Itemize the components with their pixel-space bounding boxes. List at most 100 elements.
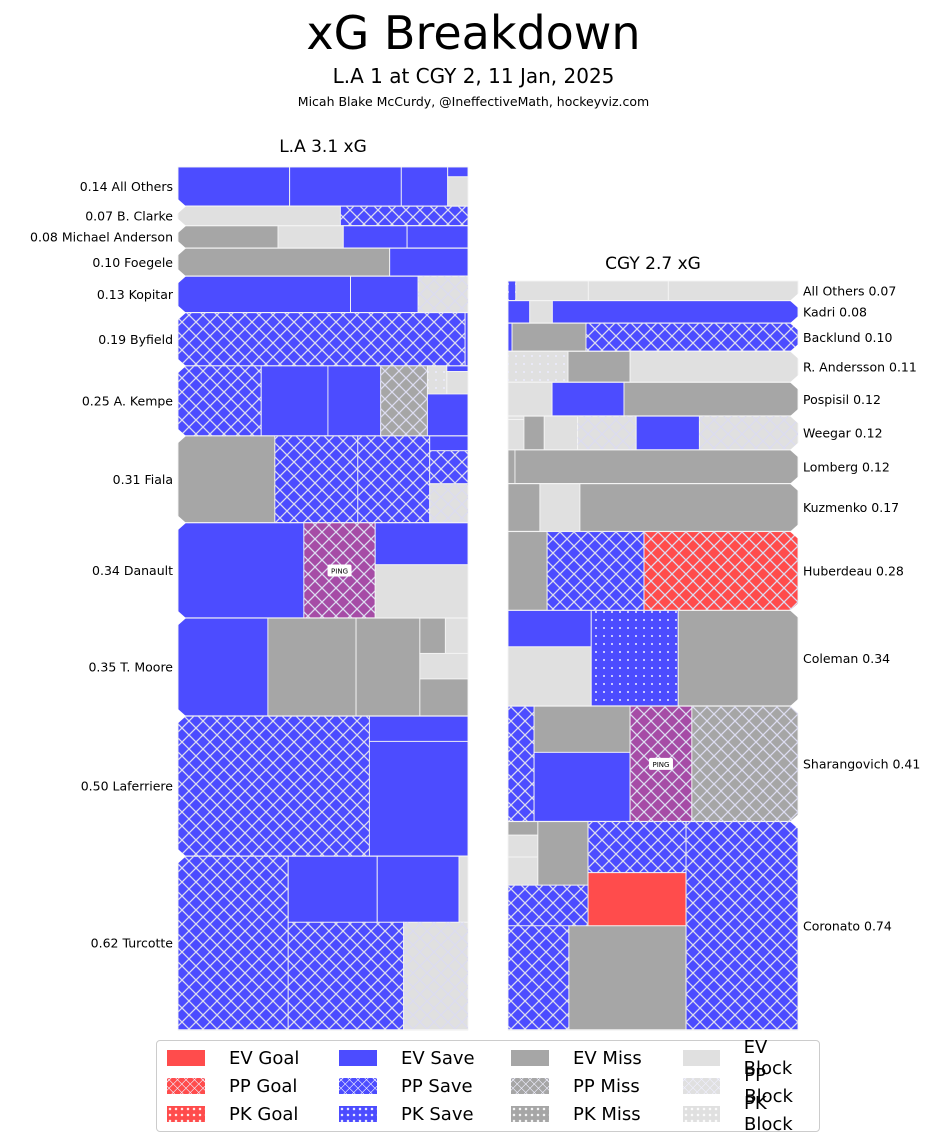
shot-tile (533, 751, 631, 823)
player-label: 0.07 B. Clarke (85, 209, 173, 224)
pp-hatch (178, 365, 262, 436)
shot-tile (327, 365, 382, 437)
chart-title: xG Breakdown (306, 6, 641, 60)
shot-tile (529, 300, 553, 324)
pp-hatch (178, 716, 370, 857)
shot-tile (446, 371, 469, 395)
shot-tile (507, 381, 553, 417)
pk-dots (508, 351, 569, 383)
player-label: Huberdeau 0.28 (803, 564, 904, 579)
legend-label: EV Goal (229, 1047, 300, 1069)
pp-hatch (380, 365, 428, 436)
pp-hatch (178, 856, 289, 1030)
shot-tile (277, 225, 344, 249)
pp-hatch (418, 276, 468, 313)
shot-tile (551, 300, 799, 324)
pp-hatch (274, 435, 358, 523)
shot-tile (507, 415, 525, 420)
player-row: All Others 0.07 (507, 280, 896, 302)
shot-tile (419, 678, 469, 717)
row-notch (177, 240, 186, 257)
player-label: 0.13 Kopitar (97, 287, 174, 302)
shot-tile (533, 705, 631, 753)
shot-tile (507, 483, 541, 533)
player-label: Kuzmenko 0.17 (803, 500, 899, 515)
shot-tile (587, 280, 669, 302)
shot-tile (507, 834, 539, 858)
author-byline: Micah Blake McCurdy, @IneffectiveMath, h… (297, 94, 650, 109)
shot-tile (419, 617, 446, 654)
legend-swatch (683, 1078, 721, 1094)
shot-tile (400, 166, 449, 207)
legend-label: PK Goal (229, 1103, 299, 1125)
shot-tile (355, 617, 421, 717)
la-panel-title: L.A 3.1 xG (279, 137, 367, 157)
player-label: 0.10 Foegele (92, 255, 173, 270)
player-row: 0.31 Fiala (113, 427, 469, 524)
player-row: 0.62 Turcotte (91, 848, 469, 1031)
game-subtitle: L.A 1 at CGY 2, 11 Jan, 2025 (332, 64, 615, 88)
row-notch (177, 217, 186, 234)
row-notch (177, 304, 186, 321)
player-label: Coleman 0.34 (803, 651, 890, 666)
pp-hatch (588, 821, 687, 873)
pp-hatch (508, 925, 569, 1030)
shot-tile (447, 176, 469, 207)
row-notch (177, 268, 186, 285)
player-label: All Others 0.07 (803, 283, 896, 298)
legend-swatch (339, 1050, 377, 1066)
player-row: 0.08 Michael Anderson (30, 217, 469, 250)
pp-hatch (178, 312, 466, 366)
shot-tile (406, 225, 469, 249)
player-row: 0.07 B. Clarke (85, 198, 469, 227)
legend-label: EV Miss (573, 1047, 642, 1069)
legend-label: PP Goal (229, 1075, 298, 1097)
legend-label: PP Save (401, 1075, 473, 1097)
row-notch (790, 698, 799, 715)
legend-label: EV Block (743, 1037, 793, 1079)
pp-hatch (547, 531, 645, 611)
player-row: Huberdeau 0.28 (507, 523, 904, 612)
shot-tile (507, 646, 592, 707)
player-label: Lomberg 0.12 (803, 459, 890, 474)
shot-tile (177, 522, 305, 619)
shot-tile (177, 435, 276, 524)
shot-tile (623, 381, 799, 417)
shot-tile (507, 322, 513, 352)
legend-swatch (339, 1106, 377, 1122)
player-row: Coronato 0.74 (507, 813, 892, 1031)
shot-tile (511, 322, 587, 352)
legend-label: PK Save (401, 1103, 474, 1125)
shot-tile (368, 715, 469, 742)
shot-tile (287, 855, 378, 923)
player-row: Backlund 0.10 (507, 315, 892, 353)
legend-swatch (511, 1078, 549, 1094)
pp-hatch (586, 323, 798, 352)
player-label: 0.25 A. Kempe (82, 393, 173, 408)
pp-hatch (691, 706, 798, 822)
shot-tile (267, 617, 357, 717)
shot-tile (368, 740, 469, 857)
shot-tile (342, 225, 408, 249)
shot-tile (567, 350, 631, 383)
shot-tile (426, 393, 469, 437)
row-notch (177, 848, 186, 865)
shot-tile (177, 205, 341, 227)
legend-item: PP Block (683, 1065, 819, 1107)
shot-tile (507, 419, 525, 451)
pp-hatch (340, 206, 468, 226)
pp-hatch (429, 450, 468, 484)
shot-tile (543, 415, 579, 451)
shot-tile (523, 415, 545, 451)
player-label: 0.50 Laferriere (81, 779, 174, 794)
row-notch (790, 408, 799, 425)
player-label: Pospisil 0.12 (803, 392, 881, 407)
shot-tile (515, 280, 589, 302)
shot-tile (507, 449, 516, 485)
pp-hatch (686, 821, 798, 1030)
shot-tile (419, 652, 469, 680)
legend-item: EV Save (339, 1047, 475, 1069)
player-row: PING Sharangovich 0.41 (507, 698, 920, 823)
legend-swatch (683, 1106, 720, 1122)
shot-tile (429, 435, 469, 452)
